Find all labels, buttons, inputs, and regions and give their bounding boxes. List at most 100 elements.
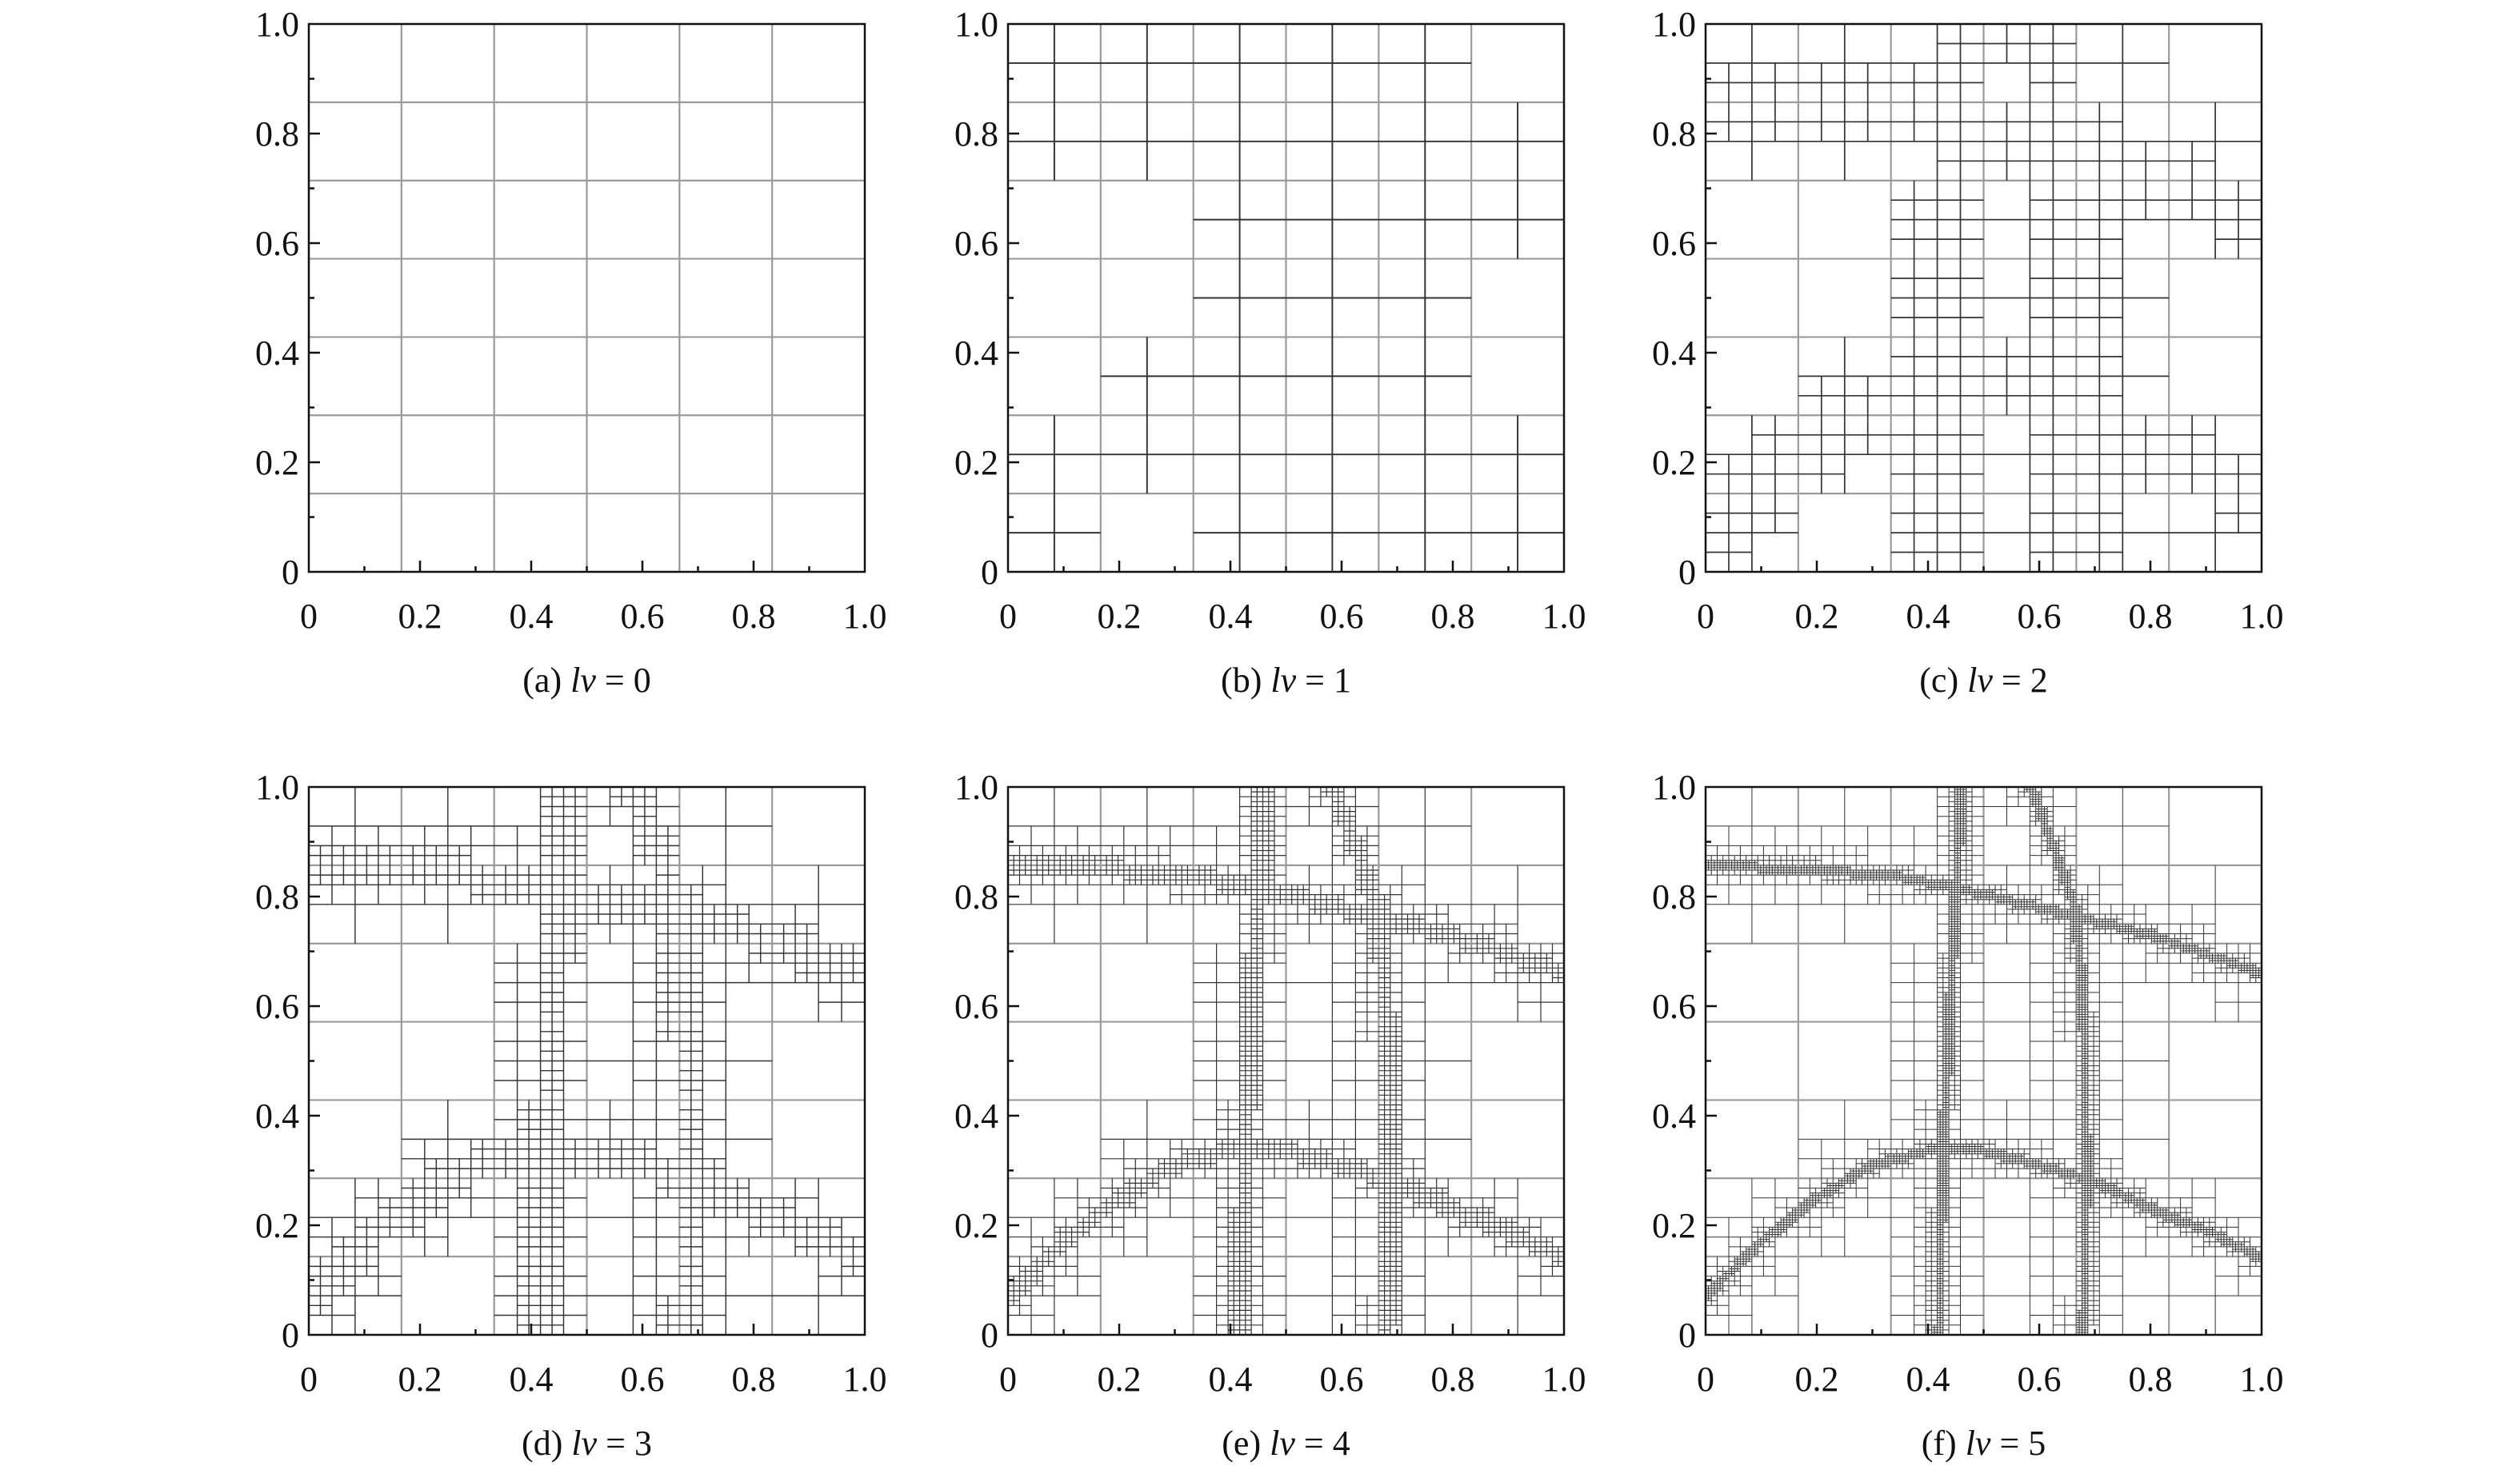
y-tick-label: 0.2	[1652, 1206, 1696, 1245]
x-tick-label: 1.0	[2240, 1360, 2284, 1399]
x-tick-label: 0.2	[1795, 597, 1839, 636]
caption-value: = 4	[1295, 1424, 1350, 1463]
y-tick-label: 0	[1678, 1316, 1696, 1355]
panel-caption: (e) lv = 4	[1222, 1424, 1350, 1463]
refined-grid-lines	[1008, 24, 1564, 572]
y-tick-label: 0.8	[1652, 114, 1696, 154]
axis-ticks	[1706, 78, 2207, 572]
caption-value: = 5	[1990, 1424, 2046, 1463]
x-tick-label: 0.8	[1431, 597, 1475, 636]
y-tick-label: 0.6	[1652, 224, 1696, 263]
y-tick-label: 0.4	[255, 334, 299, 373]
y-tick-label: 0.4	[255, 1097, 299, 1136]
panel-d: 0 0.2 0.4 0.6 0.8 1.0 0 0.2 0.4 0.6 0.8 1.0 (d) lv =…	[255, 768, 887, 1463]
x-tick-label: 0.2	[1098, 597, 1142, 636]
y-tick-label: 0	[1678, 553, 1696, 592]
x-tick-label: 0.4	[1209, 597, 1253, 636]
x-tick-label: 0.2	[398, 597, 442, 636]
y-tick-label: 0	[981, 553, 998, 592]
base-grid-lines	[309, 24, 865, 572]
y-tick-label: 0.6	[1652, 987, 1696, 1026]
y-tick-label: 0.8	[954, 877, 998, 917]
x-tick-label: 0.4	[510, 1360, 554, 1399]
y-tick-label: 0.4	[1652, 334, 1696, 373]
axis-ticks	[309, 78, 810, 572]
x-tick-label: 0.4	[510, 597, 554, 636]
y-tick-label: 0.8	[1652, 877, 1696, 917]
axis-ticks	[1706, 841, 2207, 1335]
caption-label: (d)	[522, 1424, 571, 1463]
y-tick-label: 0.6	[954, 987, 998, 1026]
panel-caption: (a) lv = 0	[522, 661, 650, 700]
y-tick-label: 0.6	[954, 224, 998, 263]
caption-value: = 3	[597, 1424, 652, 1463]
caption-label: (f)	[1922, 1424, 1966, 1463]
x-tick-label: 0.6	[1320, 1360, 1364, 1399]
x-tick-label: 0	[300, 597, 318, 636]
x-tick-label: 0.2	[398, 1360, 442, 1399]
panel-e: 0 0.2 0.4 0.6 0.8 1.0 0 0.2 0.4 0.6 0.8 1.0 (e) lv =…	[954, 768, 1586, 1463]
caption-label: (c)	[1919, 661, 1967, 700]
caption-label: (b)	[1221, 661, 1270, 700]
y-tick-label: 0.4	[954, 334, 998, 373]
x-tick-label: 0.6	[1320, 597, 1364, 636]
x-tick-label: 0.8	[732, 597, 776, 636]
x-tick-label: 0.6	[621, 1360, 665, 1399]
x-tick-label: 1.0	[1542, 1360, 1586, 1399]
y-tick-label: 1.0	[954, 768, 998, 807]
y-tick-label: 0.2	[255, 1206, 299, 1245]
panel-f: 0 0.2 0.4 0.6 0.8 1.0 0 0.2 0.4 0.6 0.8 1.0 (f) lv =…	[1652, 768, 2284, 1463]
x-tick-label: 0	[999, 597, 1017, 636]
caption-value: = 1	[1296, 661, 1351, 700]
caption-variable: lv	[570, 661, 596, 700]
x-tick-label: 1.0	[2240, 597, 2284, 636]
x-tick-label: 0	[300, 1360, 318, 1399]
refined-grid-lines	[1706, 24, 2262, 572]
axis-ticks	[1008, 78, 1510, 572]
refined-grid-lines	[309, 787, 865, 1335]
x-tick-label: 0.8	[732, 1360, 776, 1399]
x-tick-label: 0.4	[1906, 1360, 1950, 1399]
refined-grid-lines	[1706, 787, 2262, 1335]
x-tick-label: 0.2	[1098, 1360, 1142, 1399]
y-tick-label: 0.2	[954, 1206, 998, 1245]
y-tick-label: 0.8	[255, 114, 299, 154]
panel-b: 0 0.2 0.4 0.6 0.8 1.0 0 0.2 0.4 0.6 0.8 1.0 (b) lv =…	[954, 5, 1586, 700]
y-tick-label: 1.0	[1652, 768, 1696, 807]
caption-variable: lv	[1270, 1424, 1295, 1463]
x-tick-label: 0.6	[2018, 1360, 2062, 1399]
panel-c: 0 0.2 0.4 0.6 0.8 1.0 0 0.2 0.4 0.6 0.8 1.0 (c) lv =…	[1652, 5, 2284, 700]
caption-variable: lv	[1966, 1424, 1991, 1463]
panel-caption: (d) lv = 3	[522, 1424, 652, 1463]
y-tick-label: 1.0	[1652, 5, 1696, 44]
y-tick-label: 1.0	[954, 5, 998, 44]
y-tick-label: 1.0	[255, 5, 299, 44]
y-tick-label: 0	[282, 553, 299, 592]
panel-caption: (f) lv = 5	[1922, 1424, 2046, 1463]
panel-caption: (c) lv = 2	[1919, 661, 2047, 700]
x-tick-label: 0.6	[2018, 597, 2062, 636]
y-tick-label: 0.8	[255, 877, 299, 917]
x-tick-label: 0.6	[621, 597, 665, 636]
y-tick-label: 0.6	[255, 224, 299, 263]
y-tick-label: 0.4	[1652, 1097, 1696, 1136]
x-tick-label: 0	[1697, 597, 1714, 636]
caption-label: (e)	[1222, 1424, 1270, 1463]
x-tick-label: 0.4	[1906, 597, 1950, 636]
y-tick-label: 0.8	[954, 114, 998, 154]
x-tick-label: 0	[999, 1360, 1017, 1399]
axis-ticks	[309, 841, 810, 1335]
axis-ticks	[1008, 841, 1510, 1335]
refined-grid-lines	[1008, 787, 1564, 1335]
y-tick-label: 0.2	[954, 443, 998, 482]
x-tick-label: 0	[1697, 1360, 1714, 1399]
x-tick-label: 0.4	[1209, 1360, 1253, 1399]
caption-value: = 0	[596, 661, 651, 700]
x-tick-label: 0.8	[2129, 1360, 2173, 1399]
x-tick-label: 0.8	[1431, 1360, 1475, 1399]
x-tick-label: 1.0	[843, 1360, 887, 1399]
caption-variable: lv	[571, 1424, 597, 1463]
panel-a: 0 0.2 0.4 0.6 0.8 1.0 0 0.2 0.4 0.6 0.8 1.0 (a) lv =…	[255, 5, 887, 700]
panel-caption: (b) lv = 1	[1221, 661, 1351, 700]
